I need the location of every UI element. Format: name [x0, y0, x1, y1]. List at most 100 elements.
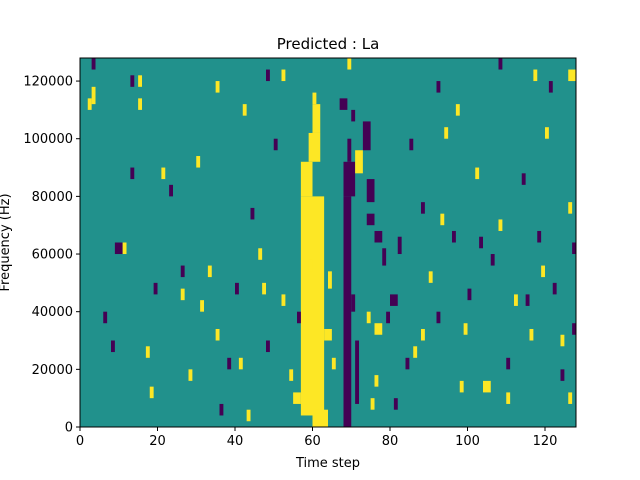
heatmap-cell — [514, 294, 518, 306]
heatmap-cell — [235, 282, 239, 295]
heatmap-cell — [180, 265, 185, 278]
heatmap-cell — [479, 236, 484, 249]
x-tick-label: 0 — [76, 434, 84, 449]
heatmap-cell — [258, 248, 263, 260]
heatmap-cell — [490, 254, 495, 266]
heatmap-cell — [374, 375, 379, 387]
heatmap-cell — [200, 300, 205, 312]
x-tick-label: 20 — [149, 434, 166, 449]
heatmap-cell — [537, 230, 542, 243]
heatmap-cell — [366, 179, 375, 203]
heatmap-cell — [362, 121, 371, 151]
heatmap-cell — [506, 392, 511, 404]
heatmap-cell — [436, 311, 441, 324]
heatmap-cell — [366, 213, 375, 226]
heatmap-cell — [397, 236, 402, 255]
heatmap-cell — [560, 369, 565, 381]
heatmap-cell — [281, 294, 286, 306]
heatmap-cell — [293, 392, 301, 404]
heatmap-cell — [149, 386, 154, 399]
heatmap-cell — [455, 104, 460, 116]
heatmap-cell — [324, 328, 332, 341]
heatmap-cell — [130, 167, 135, 180]
heatmap-cell — [533, 69, 538, 82]
heatmap-cell — [572, 242, 577, 255]
heatmap-cell — [114, 242, 123, 255]
heatmap-cell — [351, 294, 356, 312]
heatmap-cell — [347, 138, 352, 162]
heatmap-cell — [355, 340, 360, 404]
heatmap-cell — [568, 202, 573, 214]
heatmap-cell — [366, 311, 371, 324]
heatmap-cell — [138, 75, 143, 87]
heatmap-cell — [153, 282, 158, 295]
heatmap-cell — [525, 294, 530, 306]
heatmap-cell — [393, 398, 398, 410]
plot-area — [79, 57, 577, 428]
heatmap-cell — [111, 340, 115, 353]
heatmap-cell — [436, 81, 441, 93]
heatmap-cell — [215, 81, 220, 93]
heatmap-cell — [459, 380, 464, 393]
heatmap-cell — [246, 409, 251, 422]
heatmap-cell — [188, 369, 193, 381]
heatmap-cell — [196, 156, 201, 168]
heatmap-cell — [161, 167, 166, 180]
heatmap-cell — [180, 288, 185, 301]
x-tick-label: 100 — [455, 434, 480, 449]
y-tick-label: 0 — [65, 421, 73, 436]
heatmap-cell — [91, 86, 96, 105]
heatmap-cell — [331, 357, 336, 370]
heatmap-background — [80, 58, 576, 427]
y-tick-label: 80000 — [32, 190, 73, 205]
heatmap-cell — [312, 409, 328, 427]
heatmap-cell — [421, 202, 425, 214]
heatmap-cell — [541, 265, 546, 278]
heatmap-cell — [370, 398, 375, 410]
x-axis-ticks: 0 20 40 60 80 100 120 — [76, 427, 557, 449]
heatmap-cell — [308, 259, 313, 272]
heatmap-cell — [289, 369, 294, 381]
heatmap-cell — [300, 161, 313, 197]
heatmap-cells — [87, 58, 577, 428]
heatmap-cell — [103, 311, 108, 324]
heatmap-cell — [300, 196, 325, 416]
chart-title: Predicted : La — [277, 35, 380, 53]
y-tick-label: 60000 — [32, 248, 73, 263]
heatmap-cell — [529, 328, 534, 341]
heatmap-cell — [273, 138, 278, 151]
heatmap-cell — [343, 196, 352, 428]
heatmap-cell — [219, 403, 224, 416]
y-tick-label: 40000 — [32, 305, 73, 320]
heatmap-cell — [568, 392, 573, 404]
heatmap-cell — [266, 69, 270, 82]
heatmap-cell — [328, 271, 332, 289]
heatmap-cell — [215, 328, 220, 341]
heatmap-cell — [145, 346, 150, 358]
heatmap-cell — [355, 150, 363, 174]
heatmap-cell — [506, 357, 511, 370]
heatmap-cell — [250, 207, 255, 220]
y-tick-label: 120000 — [23, 75, 73, 90]
y-axis-ticks: 0 20000 40000 60000 80000 100000 120000 — [23, 75, 80, 436]
heatmap-cell — [238, 357, 243, 370]
heatmap-cell — [428, 271, 433, 283]
heatmap-cell — [347, 58, 352, 70]
heatmap-cell — [312, 92, 317, 105]
x-tick-label: 80 — [382, 434, 399, 449]
heatmap-cell — [351, 109, 356, 122]
heatmap-cell — [122, 242, 127, 255]
heatmap-cell — [207, 265, 212, 278]
heatmap-cell — [440, 213, 445, 226]
heatmap-cell — [413, 346, 418, 358]
heatmap-cell — [386, 311, 391, 324]
heatmap-cell — [138, 98, 143, 110]
heatmap-cell — [452, 230, 456, 243]
heatmap-cell — [130, 75, 135, 87]
heatmap-cell — [169, 184, 174, 197]
x-tick-label: 40 — [227, 434, 244, 449]
heatmap-cell — [262, 282, 267, 295]
x-axis-label: Time step — [295, 456, 360, 471]
plot-frame — [79, 57, 577, 428]
heatmap-cell — [339, 98, 348, 110]
